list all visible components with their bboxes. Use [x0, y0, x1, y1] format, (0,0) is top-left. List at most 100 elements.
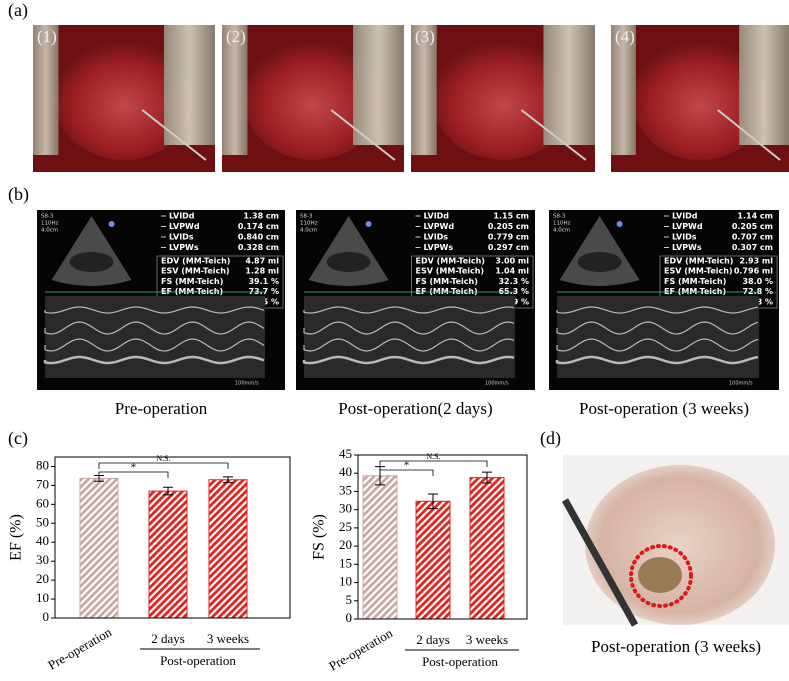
echo-probe: 110Hz — [553, 221, 571, 227]
mmode — [557, 296, 759, 378]
echo-value: 0.307 cm — [732, 243, 773, 252]
bar — [208, 479, 248, 619]
forceps — [141, 109, 207, 161]
panel-label: (c) — [8, 428, 28, 449]
echo-speed: 100mm/s — [485, 381, 509, 387]
echo-probe: 4.0cm — [300, 228, 317, 234]
mmode-trace — [556, 306, 759, 314]
significance-label: * — [131, 462, 137, 474]
echo-dot — [616, 221, 623, 227]
y-tick-label: 15 — [339, 555, 352, 570]
bar — [79, 477, 119, 619]
echo-label: LVIDd — [424, 212, 450, 221]
significance-bracket — [98, 462, 229, 469]
echo-label: EDV (MM-Teich) — [416, 257, 485, 266]
mmode-trace — [44, 338, 265, 352]
retractor — [543, 25, 595, 145]
y-tick-label: 30 — [36, 552, 49, 567]
echo-label: LVPWd — [169, 222, 200, 231]
panel-label: (b) — [8, 184, 29, 205]
echo-value: 0.297 cm — [488, 243, 529, 252]
y-axis-label: EF (%) — [8, 514, 25, 561]
tissue — [54, 40, 194, 160]
echo-value: 2.93 ml — [739, 257, 773, 266]
mmode-trace — [44, 306, 265, 314]
echo-value: 0.707 cm — [732, 233, 773, 242]
y-tick-label: 40 — [36, 533, 49, 548]
echo-sector — [559, 216, 640, 286]
significance-bracket — [379, 469, 434, 476]
mmode — [45, 296, 265, 378]
echo-label: ESV (MM-Teich) — [664, 267, 733, 276]
lesion-marker — [629, 544, 693, 608]
bar — [362, 475, 398, 620]
echo-label: EDV (MM-Teich) — [161, 257, 230, 266]
plot-frame — [357, 454, 528, 620]
mmode-trace — [556, 321, 759, 335]
echo-speed: 100mm/s — [729, 381, 753, 387]
echo-label: LVPWs — [672, 243, 702, 252]
forceps — [717, 109, 781, 161]
retractor — [222, 25, 248, 155]
photo-label: (1) — [37, 27, 57, 46]
echo-label: LVPWs — [169, 243, 199, 252]
mmode-trace — [303, 321, 515, 335]
panel-label: (a) — [8, 0, 28, 21]
forceps — [520, 109, 587, 161]
echo-label: ESV (MM-Teich) — [416, 267, 485, 276]
echo-label: FS (MM-Teich) — [664, 277, 726, 286]
mmode-trace — [44, 321, 265, 335]
echo-probe: 110Hz — [300, 221, 318, 227]
x-tick-label: 2 days — [151, 631, 185, 646]
forceps — [561, 498, 639, 627]
echo-label: LVIDs — [424, 233, 449, 242]
error-bar — [428, 493, 438, 510]
significance-label: N.S. — [156, 454, 170, 463]
mmode-trace — [43, 355, 265, 365]
y-tick-label: 50 — [36, 514, 49, 529]
y-tick-label: 20 — [339, 537, 352, 552]
bar — [148, 490, 188, 619]
echo-value: 1.28 ml — [245, 267, 279, 276]
photo-label: (3) — [415, 27, 435, 46]
tissue — [433, 40, 573, 160]
echo-value: 0.779 cm — [488, 233, 529, 242]
echo-value: 0.205 cm — [488, 222, 529, 231]
echo-speed: 100mm/s — [235, 381, 259, 387]
echo-label: FS (MM-Teich) — [416, 277, 478, 286]
echo-value: 32.3 % — [498, 277, 529, 286]
photo-label: (4) — [615, 27, 635, 46]
y-tick-label: 10 — [339, 574, 352, 589]
heart — [585, 465, 775, 625]
lesion — [638, 557, 682, 593]
bar — [415, 500, 451, 620]
echo-value: 0.328 cm — [238, 243, 279, 252]
echo-label: FS (MM-Teich) — [161, 277, 223, 286]
echo-caption: Post-operation (3 weeks) — [579, 399, 749, 418]
mmode-trace — [556, 338, 759, 352]
tissue — [632, 40, 768, 160]
echo-label: LVPWs — [424, 243, 454, 252]
mmode-trace — [555, 355, 759, 365]
echo-value: 4.87 ml — [245, 257, 279, 266]
y-tick-label: 30 — [339, 501, 352, 516]
panel-label: (d) — [540, 428, 561, 449]
y-tick-label: 20 — [36, 571, 49, 586]
echo-probe: S8-3 — [41, 214, 54, 220]
photo-caption: Post-operation (3 weeks) — [591, 637, 761, 656]
mmode-trace — [302, 355, 515, 365]
significance-label: N.S. — [426, 452, 440, 461]
echo-caption: Pre-operation — [115, 399, 208, 418]
echo-sector — [308, 216, 389, 286]
mmode — [304, 296, 515, 378]
x-tick-label: Pre-operation — [45, 624, 114, 673]
retractor — [164, 25, 215, 145]
y-axis-label: FS (%) — [311, 514, 328, 560]
error-bar — [482, 471, 492, 484]
y-tick-label: 5 — [346, 592, 353, 607]
echo-label: ESV (MM-Teich) — [161, 267, 230, 276]
forceps — [330, 109, 396, 161]
group-label: Post-operation — [422, 654, 498, 669]
echo-label: EDV (MM-Teich) — [664, 257, 733, 266]
